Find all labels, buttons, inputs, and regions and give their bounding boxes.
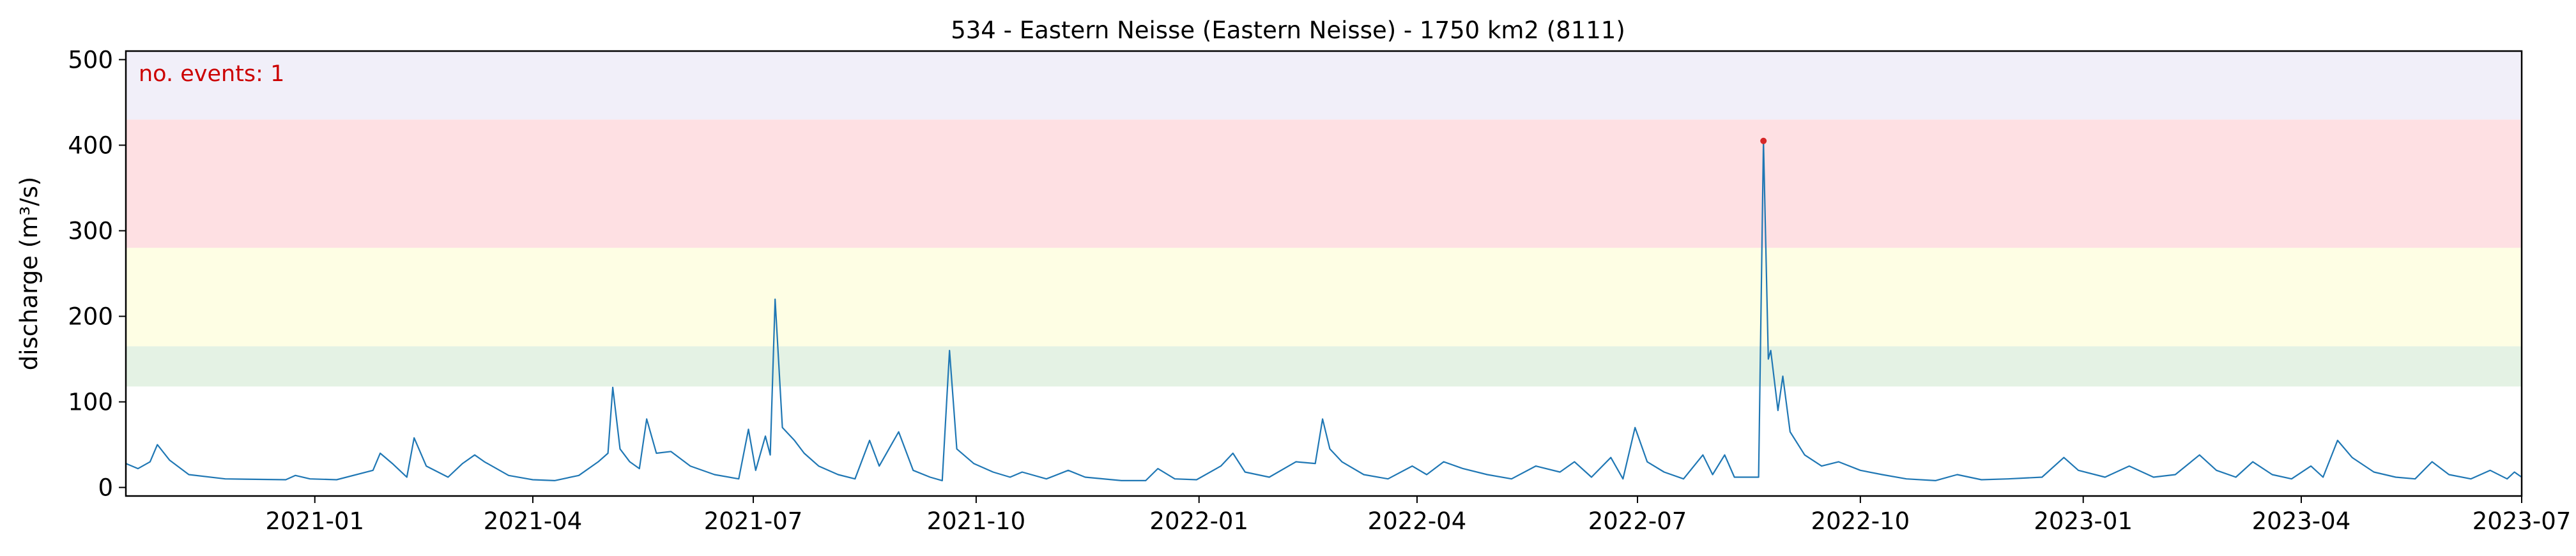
discharge-series-line bbox=[125, 140, 2522, 481]
event-marker bbox=[1760, 137, 1767, 144]
threshold-band-3 bbox=[126, 119, 2522, 248]
y-tick-label-200: 200 bbox=[68, 303, 113, 331]
threshold-band-1 bbox=[126, 346, 2522, 387]
x-tick-label-2023-01: 2023-01 bbox=[2034, 507, 2133, 535]
x-tick-label-2021-10: 2021-10 bbox=[927, 507, 1026, 535]
event-marker-group bbox=[1760, 137, 1767, 144]
x-axis: 2021-01 2021-04 2021-07 2021-10 2022-01 2022-… bbox=[265, 496, 2571, 535]
x-tick-label-2022-10: 2022-10 bbox=[1811, 507, 1910, 535]
x-tick-label-2023-07: 2023-07 bbox=[2472, 507, 2572, 535]
y-axis: 0 100 200 300 400 500 bbox=[68, 46, 126, 502]
x-tick-label-2022-04: 2022-04 bbox=[1368, 507, 1467, 535]
plot-frame bbox=[125, 50, 2523, 497]
y-tick-label-400: 400 bbox=[68, 131, 113, 159]
threshold-band-4 bbox=[126, 51, 2522, 120]
events-annotation: no. events: 1 bbox=[139, 61, 284, 87]
chart-title: 534 - Eastern Neisse (Eastern Neisse) - … bbox=[951, 17, 1625, 44]
x-tick-label-2021-04: 2021-04 bbox=[484, 507, 583, 535]
x-tick-label-2022-01: 2022-01 bbox=[1149, 507, 1248, 535]
y-tick-label-500: 500 bbox=[68, 46, 113, 73]
x-tick-label-2021-01: 2021-01 bbox=[265, 507, 364, 535]
x-tick-label-2023-04: 2023-04 bbox=[2252, 507, 2351, 535]
threshold-bands bbox=[126, 51, 2522, 387]
threshold-band-2 bbox=[126, 248, 2522, 347]
y-tick-label-100: 100 bbox=[68, 389, 113, 416]
y-axis-label: discharge (m³/s) bbox=[15, 177, 43, 371]
x-tick-label-2022-07: 2022-07 bbox=[1588, 507, 1687, 535]
y-tick-label-0: 0 bbox=[98, 474, 113, 502]
x-tick-label-2021-07: 2021-07 bbox=[704, 507, 803, 535]
y-tick-label-300: 300 bbox=[68, 217, 113, 244]
series-group bbox=[125, 140, 2522, 481]
